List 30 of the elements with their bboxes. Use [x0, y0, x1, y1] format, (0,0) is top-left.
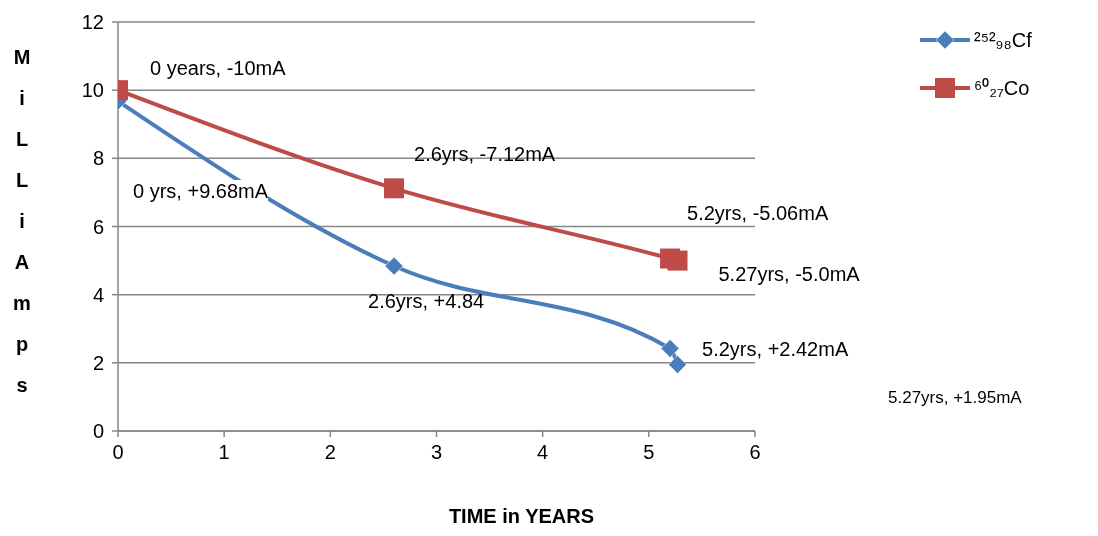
x-tick-label: 1: [218, 441, 230, 464]
legend-label: ⁶⁰₂₇Co: [974, 76, 1030, 101]
y-tick-label: 10: [81, 79, 104, 102]
annotation: 5.2yrs, +2.42mA: [702, 337, 849, 360]
legend-label: ²⁵²₉₈Cf: [974, 28, 1032, 52]
x-tick-label: 4: [537, 441, 549, 464]
annotation: 0 yrs, +9.68mA: [133, 180, 269, 203]
annotation: 2.6yrs, -7.12mA: [414, 142, 556, 165]
x-tick-label: 6: [749, 441, 761, 464]
annotation: 5.27yrs, -5.0mA: [718, 262, 861, 285]
y-tick-label: 6: [92, 215, 104, 238]
x-tick-label: 2: [324, 441, 336, 464]
annotation: 5.2yrs, -5.06mA: [687, 201, 829, 224]
point: [660, 339, 680, 358]
y-tick-label: 2: [92, 351, 104, 374]
annotation: 0 years, -10mA: [150, 57, 287, 80]
x-tick-label: 3: [430, 441, 443, 464]
y-tick-label: 4: [92, 283, 104, 306]
point: [384, 178, 405, 199]
annotation: 2.6yrs, +4.84: [368, 290, 485, 313]
x-tick-label: 0: [112, 441, 124, 464]
y-axis-title: MiLLiAmps: [10, 46, 33, 415]
point: [667, 250, 688, 271]
text: 5.27yrs, +1.95mA: [888, 388, 1022, 408]
y-tick-label: 0: [92, 420, 104, 443]
y-tick-label: 12: [81, 11, 104, 34]
point: [668, 355, 687, 374]
y-tick-label: 8: [92, 147, 104, 170]
x-axis-title: TIME in YEARS: [447, 505, 596, 528]
x-tick-label: 5: [643, 441, 655, 464]
